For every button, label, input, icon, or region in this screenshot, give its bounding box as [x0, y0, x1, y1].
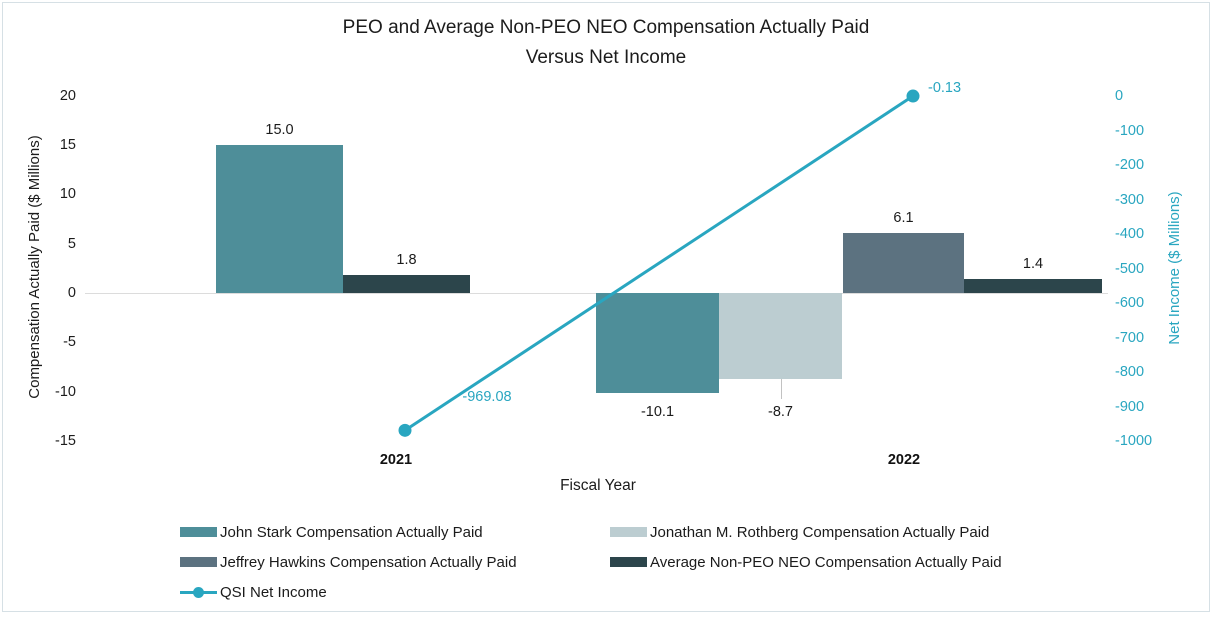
left-axis-tick: -5 — [63, 334, 76, 351]
bar-jeffrey-hawkins-2022 — [843, 232, 964, 293]
legend-marker-icon — [193, 587, 204, 598]
bar-value-label: -10.1 — [640, 403, 675, 420]
legend-swatch — [180, 557, 217, 567]
x-tick-2022: 2022 — [887, 452, 921, 468]
right-axis-tick: -300 — [1115, 191, 1145, 208]
bar-average-non-peo-2021 — [343, 275, 470, 293]
right-axis-tick: -800 — [1115, 364, 1145, 380]
bar-value-label: -8.7 — [768, 404, 793, 420]
legend-item: John Stark Compensation Actually Paid — [180, 522, 483, 542]
bar-value-label: 1.4 — [1022, 256, 1044, 273]
chart-title-line-2: Versus Net Income — [525, 47, 687, 68]
legend-label: Average Non-PEO NEO Compensation Actuall… — [650, 553, 1002, 571]
legend-line-swatch — [180, 582, 217, 602]
x-axis-title: Fiscal Year — [560, 477, 636, 494]
legend-swatch — [610, 527, 647, 537]
line-point-label: -0.13 — [928, 80, 962, 96]
line-point-label: -969.08 — [462, 389, 512, 405]
bar-value-label: 6.1 — [893, 209, 914, 226]
bar-john-stark-2021 — [216, 145, 343, 293]
legend-item: Jeffrey Hawkins Compensation Actually Pa… — [180, 552, 517, 572]
bar-value-label: 1.8 — [396, 252, 417, 269]
left-axis-tick: 20 — [59, 87, 76, 104]
right-axis-tick: -900 — [1115, 398, 1145, 415]
legend-label: QSI Net Income — [220, 583, 327, 601]
right-axis-tick: -500 — [1115, 260, 1145, 277]
left-axis-tick: 5 — [67, 235, 76, 252]
bar-value-label: 15.0 — [265, 122, 294, 139]
bar-average-non-peo-2022 — [964, 279, 1102, 293]
left-axis-tick: -15 — [55, 432, 76, 449]
line-marker — [906, 89, 920, 103]
right-axis-tick: -600 — [1115, 295, 1145, 311]
legend-label: Jeffrey Hawkins Compensation Actually Pa… — [220, 553, 517, 571]
line-marker — [398, 423, 412, 437]
legend-swatch — [180, 527, 217, 537]
chart-title: PEO and Average Non-PEO NEO Compensation… — [0, 13, 1212, 73]
legend-swatch — [610, 557, 647, 567]
right-axis-tick: 0 — [1115, 88, 1124, 104]
left-axis-tick: 0 — [67, 285, 76, 301]
legend-label: John Stark Compensation Actually Paid — [220, 523, 483, 541]
legend-item: Jonathan M. Rothberg Compensation Actual… — [610, 522, 989, 542]
legend-item: Average Non-PEO NEO Compensation Actuall… — [610, 552, 1002, 572]
chart-title-line-1: PEO and Average Non-PEO NEO Compensation… — [342, 17, 870, 38]
right-axis-tick: -1000 — [1115, 433, 1153, 449]
label-leader-line — [780, 378, 782, 399]
left-axis-tick: 10 — [59, 186, 76, 203]
x-tick-2021: 2021 — [379, 452, 413, 468]
left-axis-tick: 15 — [59, 137, 76, 154]
bar-john-stark-2022 — [596, 293, 719, 393]
bar-jonathan-m-2022 — [719, 293, 842, 379]
right-axis-tick: -700 — [1115, 329, 1145, 346]
legend-item: QSI Net Income — [180, 582, 327, 602]
left-axis-tick: -10 — [55, 383, 76, 400]
right-axis-tick: -400 — [1115, 226, 1145, 242]
right-axis-tick: -200 — [1115, 157, 1145, 173]
right-axis-tick: -100 — [1115, 122, 1145, 139]
legend-label: Jonathan M. Rothberg Compensation Actual… — [650, 523, 990, 541]
